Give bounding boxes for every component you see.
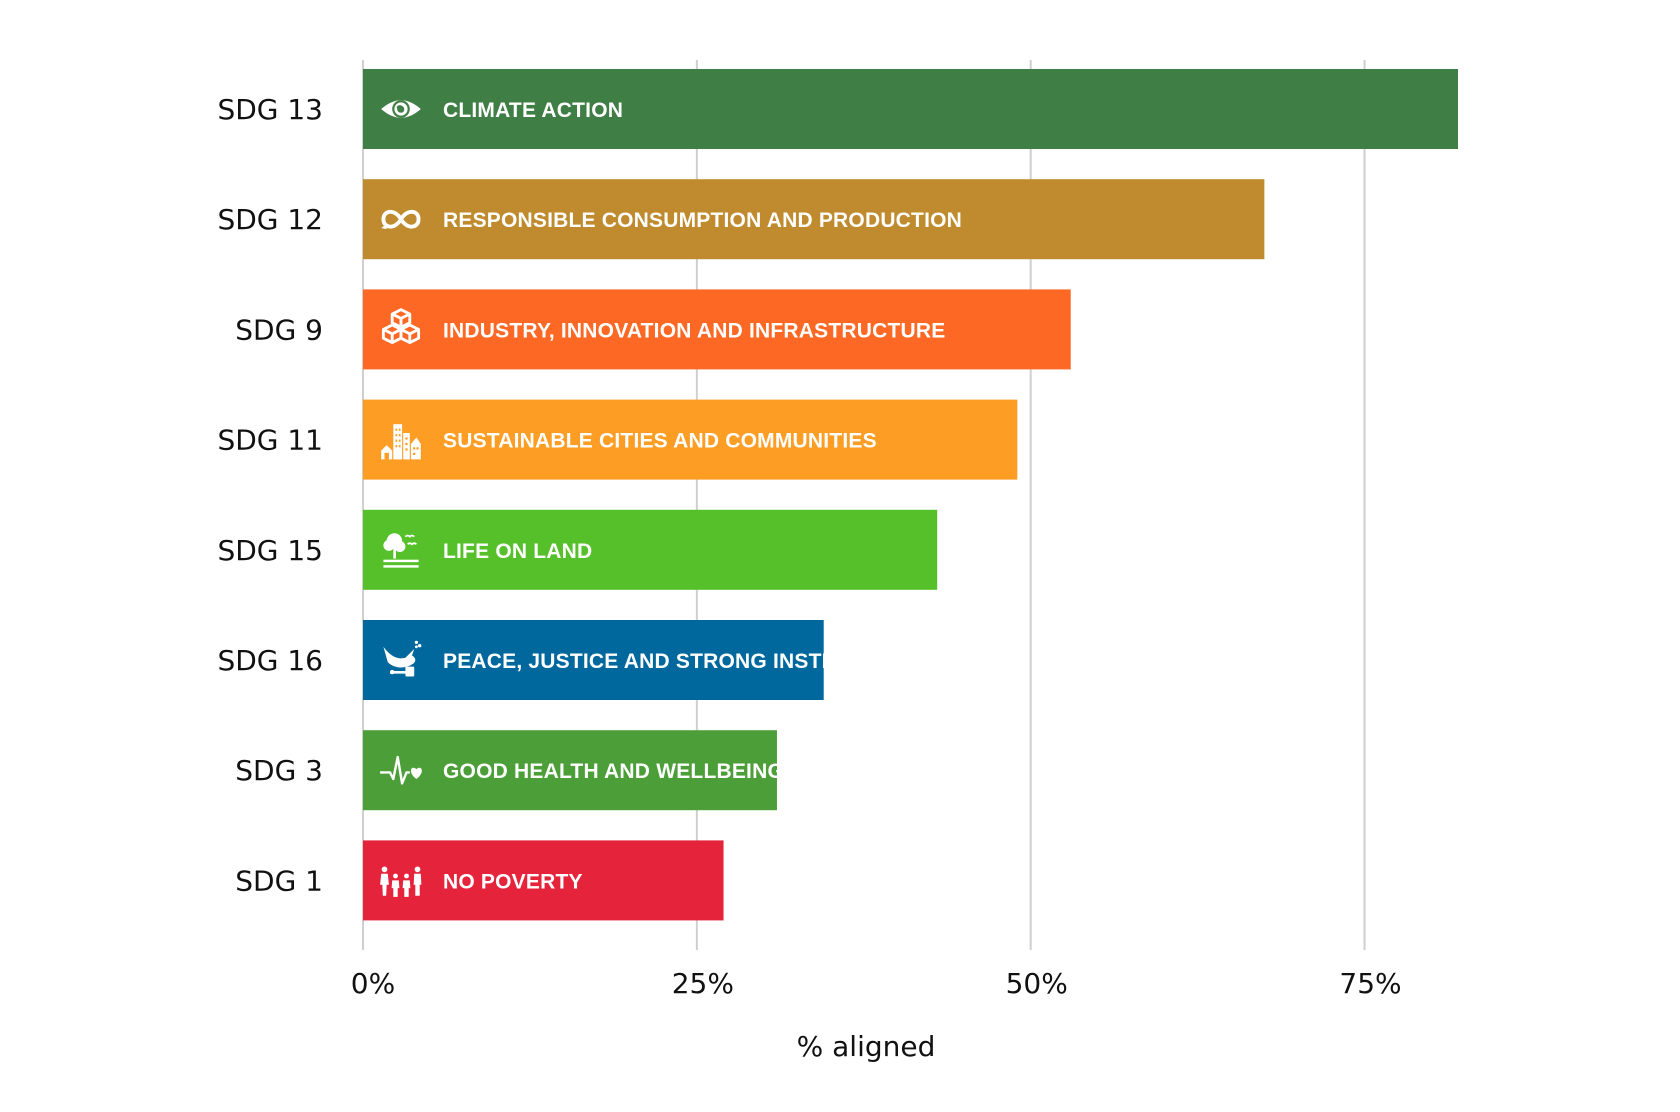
bar-group: RESPONSIBLE CONSUMPTION AND PRODUCTION <box>363 179 1265 260</box>
bar <box>363 620 824 700</box>
bar-label: GOOD HEALTH AND WELLBEING <box>443 760 784 783</box>
bar-group: LIFE ON LAND <box>363 509 938 590</box>
bar-label: CLIMATE ACTION <box>443 99 623 122</box>
bar-label: PEACE, JUSTICE AND STRONG INSTITUTIONS <box>443 650 921 673</box>
x-tick-label: 25% <box>672 967 734 1000</box>
bar <box>363 289 1071 370</box>
y-axis-categories: SDG 13 SDG 12 SDG 9 SDG 11 SDG 15 SDG 16 SDG 3… <box>217 93 323 897</box>
x-axis-ticks: 0% 25% 50% 75% <box>351 967 1402 1000</box>
y-category-label: SDG 15 <box>217 534 323 567</box>
y-category-label: SDG 1 <box>235 864 323 897</box>
bar-label: NO POVERTY <box>443 870 583 893</box>
bar-layer: CLIMATE ACTION RESPONSIBLE CONSUMPTION AN… <box>363 69 1458 921</box>
bar-group: NO POVERTY <box>363 840 724 921</box>
bar <box>363 399 1018 480</box>
bar-label: SUSTAINABLE CITIES AND COMMUNITIES <box>443 430 877 453</box>
x-tick-label: 0% <box>351 967 395 1000</box>
bar-group: GOOD HEALTH AND WELLBEING <box>363 730 784 811</box>
bar-label: LIFE ON LAND <box>443 540 592 563</box>
x-tick-label: 50% <box>1006 967 1068 1000</box>
bar <box>363 509 938 590</box>
bar-label: RESPONSIBLE CONSUMPTION AND PRODUCTION <box>443 209 962 232</box>
y-category-label: SDG 13 <box>217 93 323 126</box>
bar-group: CLIMATE ACTION <box>363 69 1458 149</box>
bar <box>363 730 777 811</box>
bar-label: INDUSTRY, INNOVATION AND INFRASTRUCTURE <box>443 319 945 342</box>
y-category-label: SDG 9 <box>235 313 323 346</box>
bar-group: PEACE, JUSTICE AND STRONG INSTITUTIONS <box>363 620 921 700</box>
bar <box>363 69 1458 149</box>
bar <box>363 840 724 921</box>
bar-group: INDUSTRY, INNOVATION AND INFRASTRUCTURE <box>363 289 1071 370</box>
y-category-label: SDG 16 <box>217 644 323 677</box>
y-category-label: SDG 12 <box>217 203 323 236</box>
y-category-label: SDG 11 <box>217 424 323 457</box>
x-tick-label: 75% <box>1339 967 1401 1000</box>
y-category-label: SDG 3 <box>235 754 323 787</box>
bar-group: SUSTAINABLE CITIES AND COMMUNITIES <box>363 399 1018 480</box>
x-axis-title: % aligned <box>797 1030 936 1063</box>
bar <box>363 179 1265 260</box>
